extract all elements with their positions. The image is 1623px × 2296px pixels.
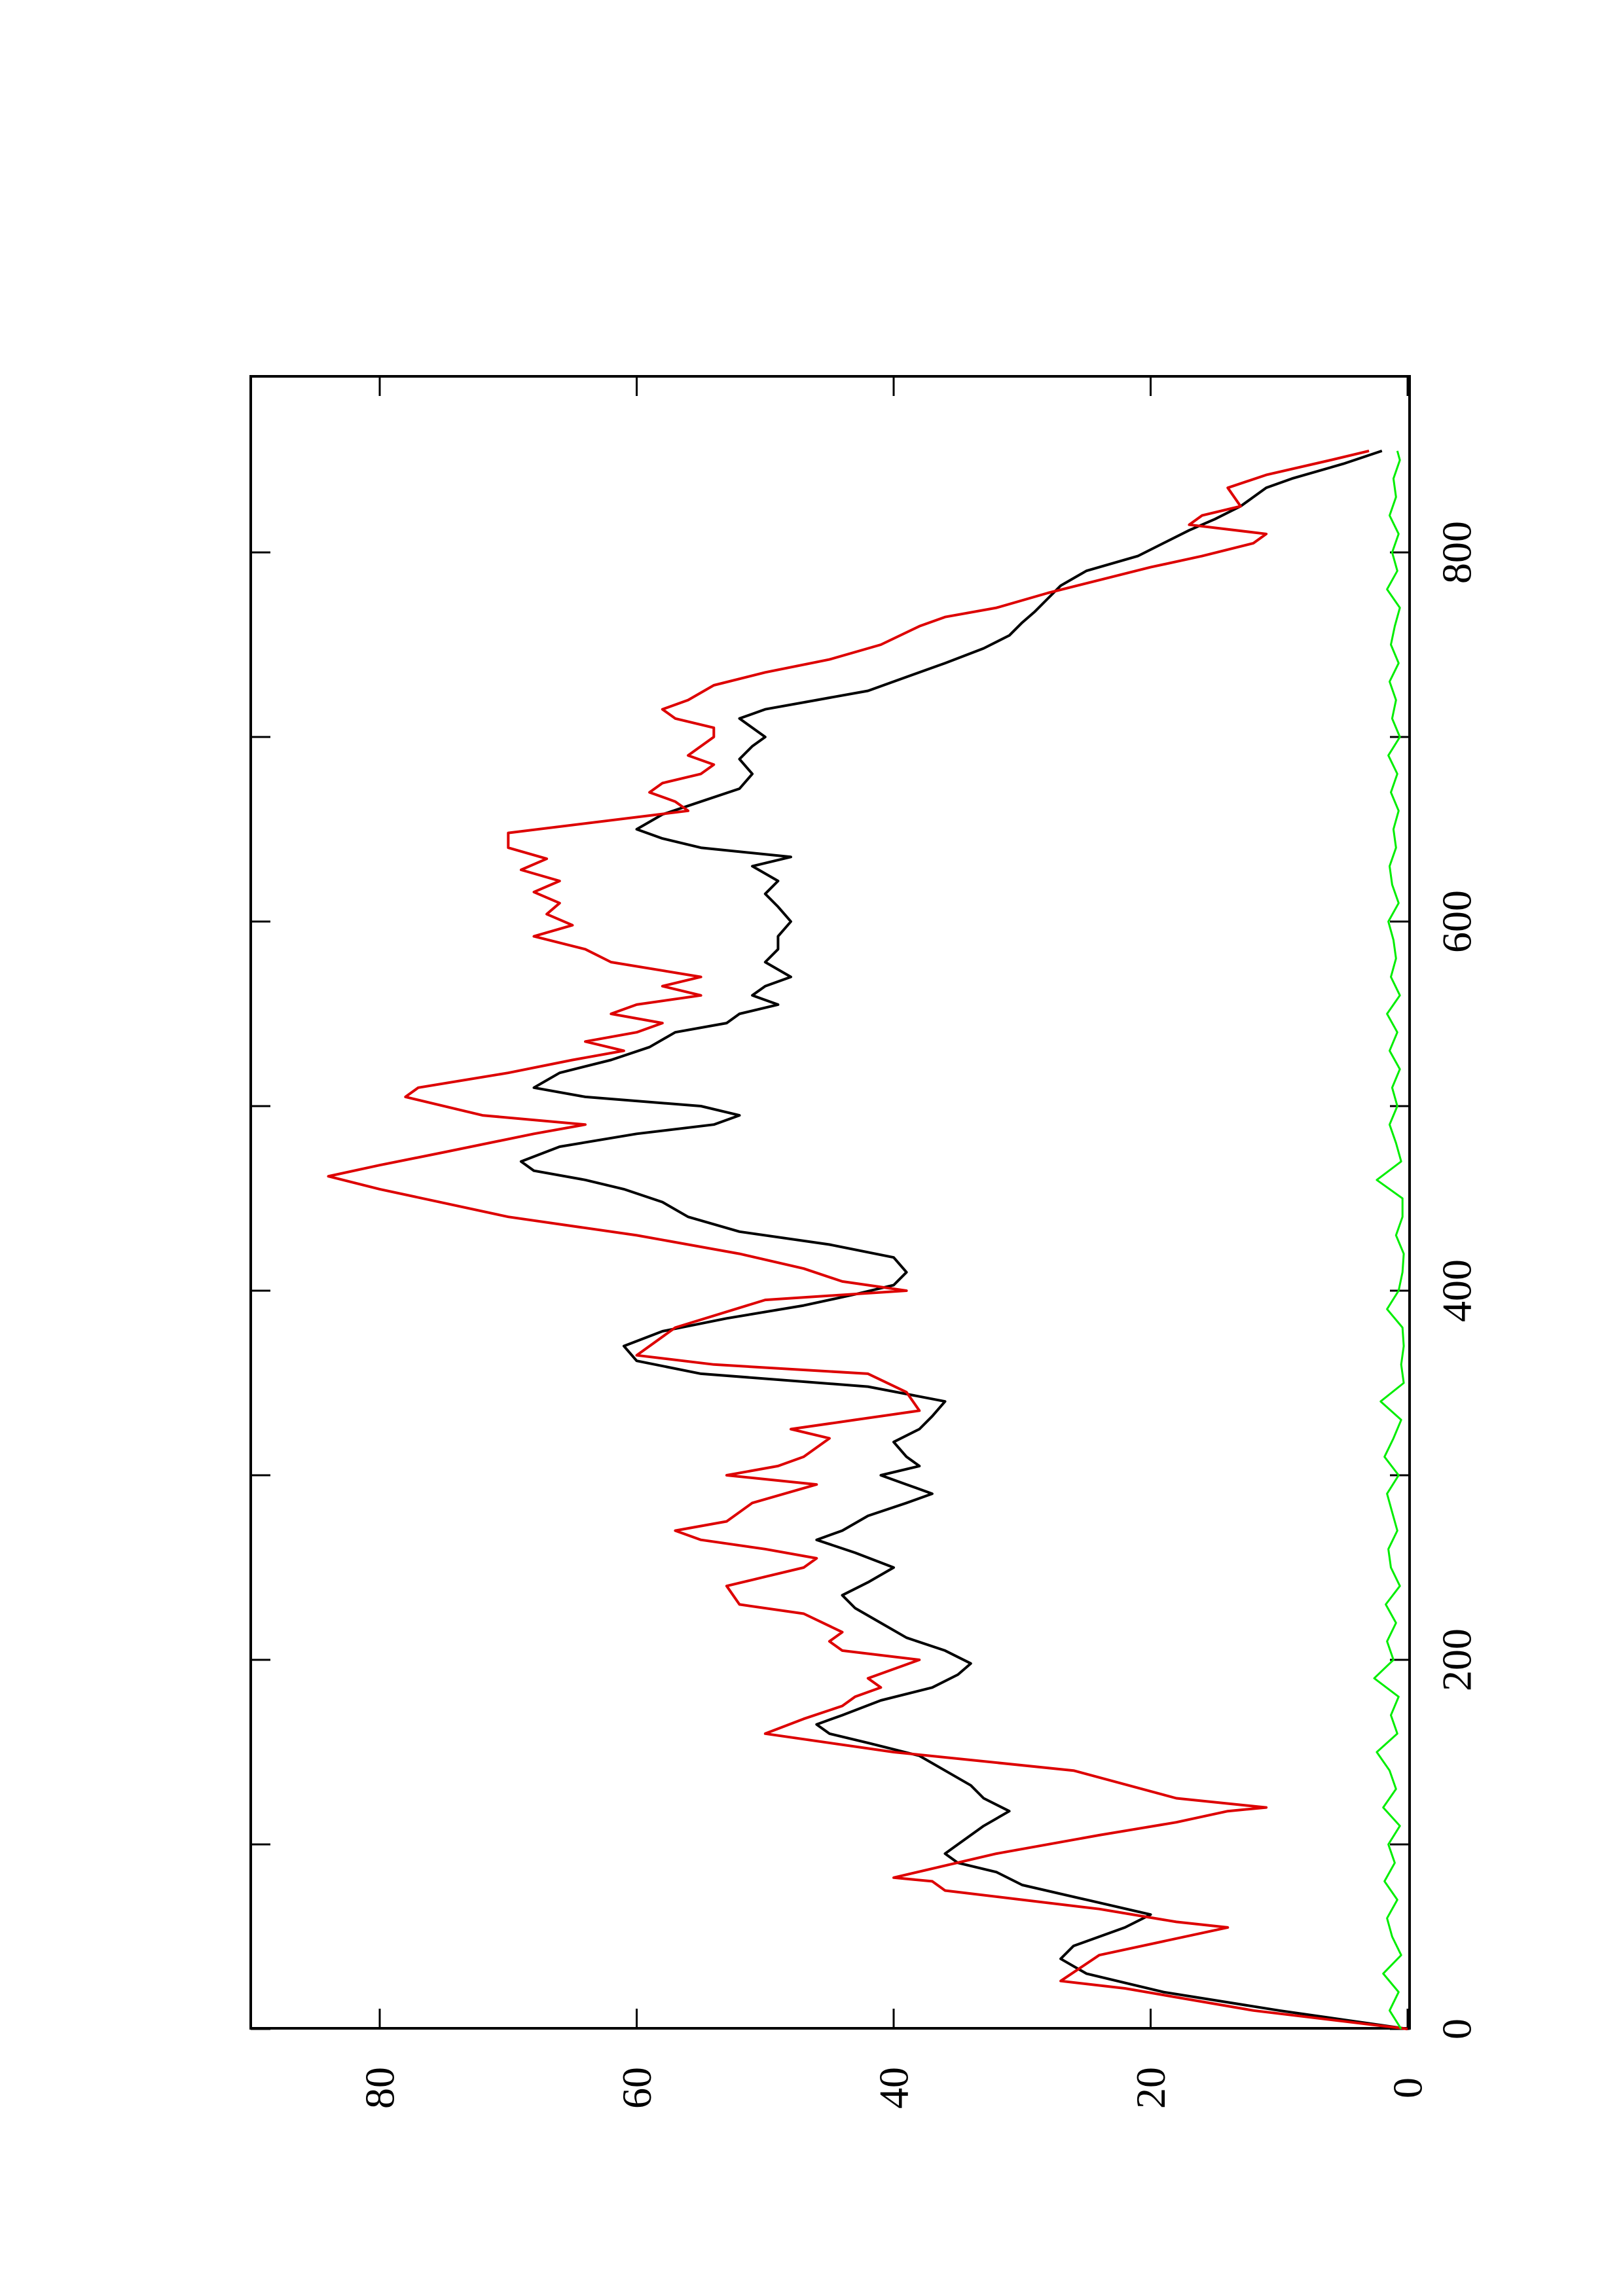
- x-tick-label: 600: [1434, 890, 1480, 953]
- x-tick-label: 0: [1434, 2018, 1480, 2039]
- x-tick-label: 200: [1434, 1628, 1480, 1691]
- plot-frame: [249, 375, 1411, 2030]
- series-line-2: [327, 449, 1408, 2030]
- y-tick-label: 0: [1385, 2077, 1431, 2098]
- y-tick-label: 40: [871, 2067, 917, 2109]
- series-layer: [327, 449, 1408, 2030]
- y-tick-label: 20: [1127, 2067, 1174, 2109]
- series-line-1: [519, 450, 1408, 2030]
- y-tick-label: 80: [357, 2067, 403, 2109]
- axis-ticks: [251, 376, 1410, 2030]
- x-tick-label: 800: [1434, 521, 1480, 584]
- x-tick-label: 400: [1434, 1259, 1480, 1322]
- y-tick-label: 60: [613, 2067, 660, 2109]
- series-line-3: [1373, 450, 1405, 2030]
- tick-labels: 0 200 400 600 800 0 20 40 60 80: [357, 521, 1480, 2109]
